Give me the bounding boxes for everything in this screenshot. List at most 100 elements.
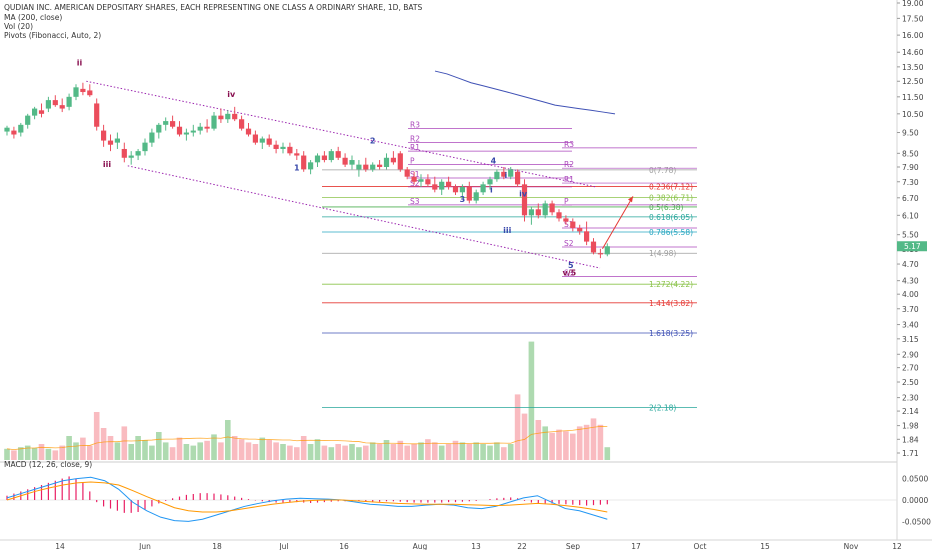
price-tick-label: 16.00 [902,31,924,40]
candle-body [480,184,486,193]
candle-body [584,231,590,242]
time-tick-label: 14 [55,542,65,550]
wave-label: 5 [568,261,574,270]
ma200-line [434,70,616,115]
volume-bar [404,445,410,460]
volume-bar [149,445,155,460]
pivot-label: R2 [564,160,574,169]
candle-body [377,164,383,168]
price-tick-label: 5.50 [902,231,919,240]
price-tick-label: 2.30 [902,394,919,403]
volume-bar [280,444,286,460]
volume-bar [514,394,521,460]
pivot-label: S2 [564,239,574,248]
wave-label: iv [519,189,528,198]
volume-bar [294,447,300,460]
volume-bar [501,447,507,460]
fib-level-label: 0.236(7.12) [649,182,693,191]
volume-bar [45,448,52,460]
candle-body [335,151,341,158]
candle-body [183,132,189,135]
volume-bar [390,444,397,460]
candle-body [287,146,293,154]
candle-body [349,160,355,165]
wave-label: 4 [491,156,497,165]
candle-body [328,151,334,161]
candle-body [101,130,107,141]
volume-bar [156,432,162,460]
price-axis: 19.00 17.50 16.00 14.60 13.50 12.50 11.50 10.50… [897,0,931,526]
candle-body [135,151,141,156]
candle-body [604,246,610,255]
candle-body [149,132,155,143]
candle-body [542,203,548,216]
macd-indicator-label[interactable]: MACD (12, 26, close, 9) [4,460,93,469]
volume-bar [31,448,38,460]
pivots-indicator-label[interactable]: Pivots (Fibonacci, Auto, 2) [4,31,102,40]
candle-body [383,157,390,168]
macd-tick-label: 0.0500 [902,475,928,484]
macd-tick-label: 0.0000 [902,496,928,505]
price-tick-label: 17.50 [902,14,924,23]
candle-body [176,126,183,135]
volume-bar [452,440,459,460]
fib-level-label: 0(7.78) [649,166,676,175]
candle-body [273,144,279,149]
volume-bar [121,426,128,460]
time-tick-label: Oct [694,542,707,550]
candles-layer [4,82,610,259]
time-axis: 14 Jun 18 Jul 16 Aug 13 22 Sep 17 Oct 15 Nov 12 [55,542,902,551]
volume-bar [93,412,100,460]
price-tick-label: 1.98 [902,422,919,431]
volume-bar [466,444,473,460]
candle-body [515,171,521,185]
volume-bar [494,442,500,460]
time-tick-label: 17 [631,542,641,550]
volume-bar [66,436,72,460]
pivot-label: P [564,197,569,206]
volume-bar [4,448,10,460]
candle-body [466,186,472,201]
pivot-label: R1 [564,175,574,184]
wave-label: iv [227,90,236,99]
price-tick-label: 7.90 [902,163,919,172]
volume-bar [73,442,79,460]
price-tick-label: 2.50 [902,378,919,387]
candle-body [577,228,583,232]
volume-bar [245,442,252,460]
price-tick-label: 3.70 [902,305,919,314]
ma-indicator-label[interactable]: MA (200, close) [4,13,63,22]
candle-body [163,121,169,125]
pivot-label: S1 [564,220,574,229]
candle-body [390,157,396,163]
volume-bar [238,439,245,460]
volume-bar [328,447,335,460]
volume-bar [231,436,238,460]
candle-body [190,130,196,133]
candle-body [570,221,576,228]
candle-body [494,171,500,180]
volume-bar [487,445,493,460]
volume-indicator-label[interactable]: Vol (20) [4,22,34,31]
candle-body [114,138,120,143]
candle-body [411,176,417,182]
wave-label: ii [77,58,83,67]
volume-bar [473,442,479,460]
volume-bar [300,436,307,460]
volume-bar [459,442,466,460]
macd-signal-line [6,481,608,513]
volume-bar [445,444,452,460]
candle-body [239,119,245,129]
volume-bar [307,444,314,460]
volume-bar [507,444,514,460]
volume-bar [38,444,45,460]
candle-body [508,169,514,177]
candle-body [452,186,459,193]
price-tick-label: 4.70 [902,260,919,269]
volume-bar [80,437,86,460]
volume-bar [52,450,59,460]
volume-bar [549,432,555,460]
